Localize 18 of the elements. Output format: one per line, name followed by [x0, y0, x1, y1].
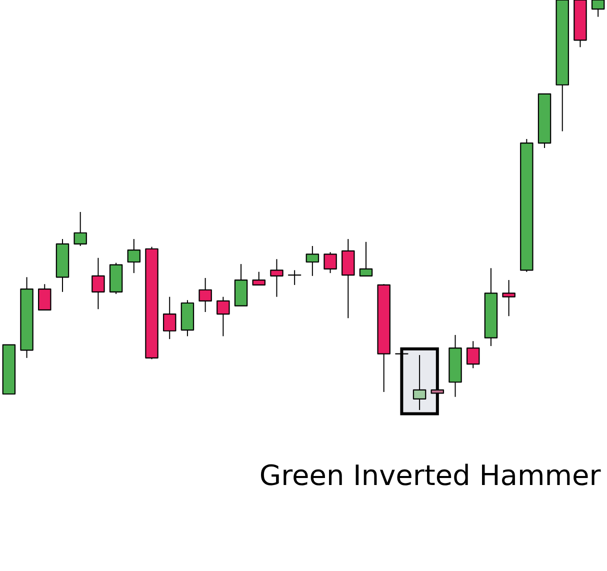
candlestick: [38, 284, 52, 311]
candlestick: [306, 246, 320, 276]
candlestick: [288, 270, 302, 286]
candlestick: [591, 0, 605, 18]
candlestick: [252, 271, 266, 286]
candlestick: [466, 340, 480, 369]
candlestick: [324, 252, 337, 274]
candlestick: [359, 241, 373, 276]
candlestick: [216, 296, 230, 337]
candlestick: [412, 354, 426, 410]
candlestick: [92, 257, 105, 310]
candlestick: [162, 296, 176, 340]
candlestick: [127, 238, 141, 274]
text: Green Inverted Hammer: [260, 464, 601, 486]
candlestick: [74, 211, 87, 246]
candlestick: [502, 280, 516, 317]
candlestick: [270, 258, 284, 298]
candlestick: [198, 277, 212, 313]
